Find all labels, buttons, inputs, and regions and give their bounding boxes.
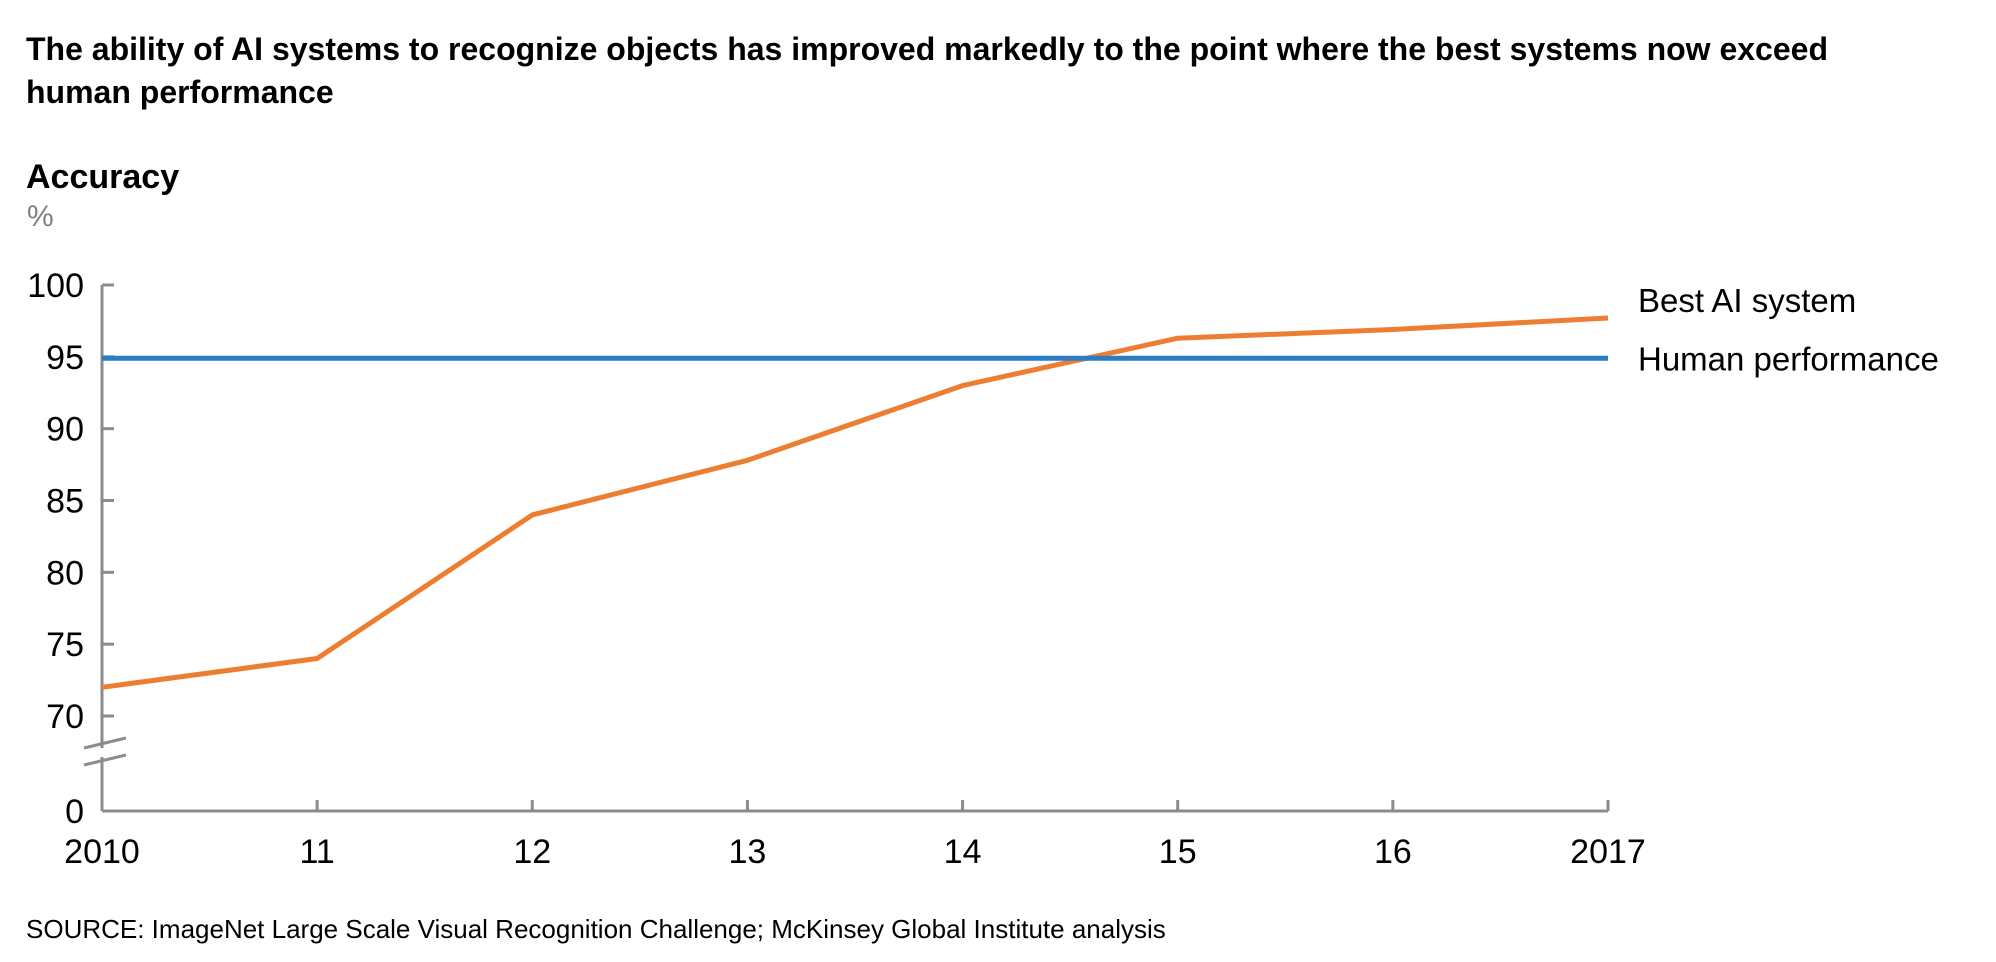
x-tick-label: 16 — [1374, 833, 1412, 871]
x-tick-label: 14 — [944, 833, 982, 871]
y-tick-label: 85 — [46, 483, 84, 521]
y-tick-label: 80 — [46, 554, 84, 592]
y-tick-label: 90 — [46, 411, 84, 449]
x-tick-label: 15 — [1159, 833, 1197, 871]
x-tick-label: 12 — [513, 833, 551, 871]
y-tick-label-zero: 0 — [65, 793, 84, 831]
y-tick-label: 95 — [46, 339, 84, 377]
series-label-human-performance: Human performance — [1638, 340, 1939, 377]
y-axis-label: Accuracy — [26, 158, 180, 196]
y-tick-label: 70 — [46, 698, 84, 736]
y-tick-label: 75 — [46, 626, 84, 664]
series-line-best-ai-system — [101, 315, 1609, 690]
x-tick-label: 11 — [299, 833, 334, 871]
axis-break-mark — [83, 736, 127, 750]
x-tick-label: 2017 — [1570, 833, 1646, 871]
y-tick-label: 100 — [27, 267, 84, 305]
x-tick-label: 13 — [729, 833, 767, 871]
y-axis-unit: % — [27, 200, 54, 233]
series-label-best-ai-system: Best AI system — [1638, 282, 1856, 319]
x-tick-label: 2010 — [64, 833, 140, 871]
chart-title: The ability of AI systems to recognize o… — [26, 31, 1828, 110]
axis-break-mark — [83, 753, 127, 767]
source-note: SOURCE: ImageNet Large Scale Visual Reco… — [26, 914, 1166, 944]
